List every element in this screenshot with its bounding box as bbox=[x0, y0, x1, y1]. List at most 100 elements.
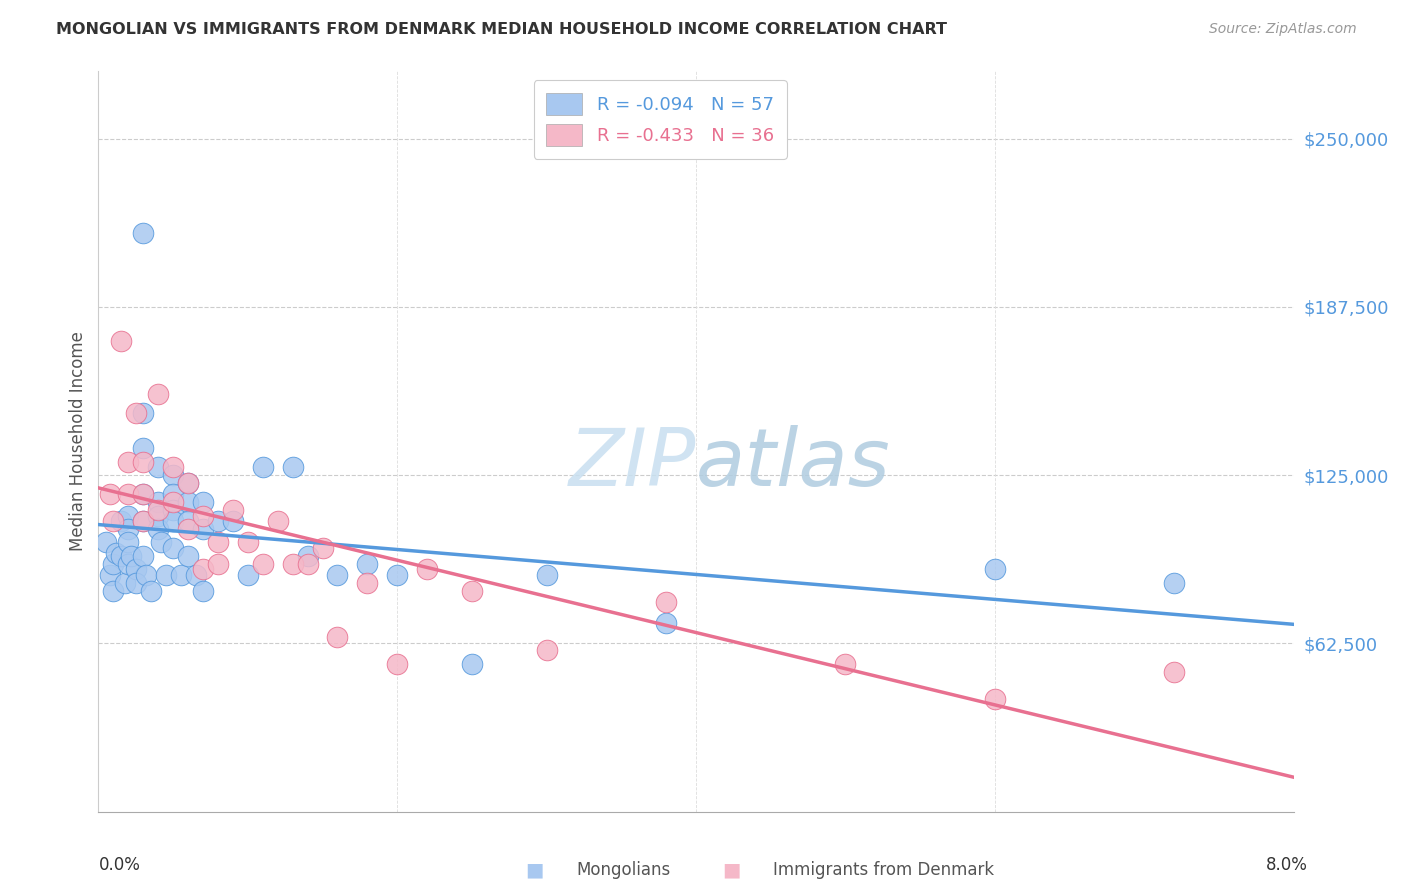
Point bbox=[94, 535, 117, 549]
Point bbox=[311, 541, 333, 555]
Point bbox=[169, 567, 191, 582]
Point bbox=[267, 514, 290, 528]
Point bbox=[236, 535, 259, 549]
Point bbox=[162, 495, 184, 509]
Point bbox=[222, 514, 245, 528]
Point bbox=[103, 557, 125, 571]
Point bbox=[155, 567, 177, 582]
Text: Immigrants from Denmark: Immigrants from Denmark bbox=[773, 861, 994, 879]
Point bbox=[98, 567, 122, 582]
Point bbox=[416, 562, 439, 576]
Point bbox=[120, 549, 142, 563]
Point bbox=[191, 522, 214, 536]
Point bbox=[385, 567, 409, 582]
Point bbox=[110, 549, 132, 563]
Point bbox=[110, 334, 132, 348]
Point bbox=[177, 476, 200, 491]
Text: MONGOLIAN VS IMMIGRANTS FROM DENMARK MEDIAN HOUSEHOLD INCOME CORRELATION CHART: MONGOLIAN VS IMMIGRANTS FROM DENMARK MED… bbox=[56, 22, 948, 37]
Point bbox=[132, 487, 155, 501]
Point bbox=[177, 495, 200, 509]
Point bbox=[356, 575, 378, 590]
Point bbox=[125, 406, 148, 420]
Point bbox=[117, 557, 139, 571]
Point bbox=[177, 549, 200, 563]
Point bbox=[536, 567, 558, 582]
Point bbox=[252, 460, 274, 475]
Point bbox=[162, 541, 184, 555]
Point bbox=[117, 487, 139, 501]
Point bbox=[236, 567, 259, 582]
Point bbox=[162, 514, 184, 528]
Point bbox=[105, 546, 128, 560]
Point bbox=[297, 557, 319, 571]
Point bbox=[385, 657, 409, 671]
Point bbox=[148, 503, 170, 517]
Point bbox=[536, 643, 558, 657]
Legend: R = -0.094   N = 57, R = -0.433   N = 36: R = -0.094 N = 57, R = -0.433 N = 36 bbox=[534, 80, 786, 159]
Point bbox=[162, 487, 184, 501]
Point bbox=[177, 514, 200, 528]
Point bbox=[162, 460, 184, 475]
Point bbox=[98, 487, 122, 501]
Text: atlas: atlas bbox=[696, 425, 891, 503]
Text: Mongolians: Mongolians bbox=[576, 861, 671, 879]
Point bbox=[1163, 575, 1185, 590]
Point bbox=[326, 630, 349, 644]
Point bbox=[191, 508, 214, 523]
Point bbox=[222, 503, 245, 517]
Point bbox=[162, 503, 184, 517]
Point bbox=[132, 442, 155, 456]
Point bbox=[125, 575, 148, 590]
Point bbox=[191, 495, 214, 509]
Text: Source: ZipAtlas.com: Source: ZipAtlas.com bbox=[1209, 22, 1357, 37]
Point bbox=[461, 584, 484, 599]
Text: 8.0%: 8.0% bbox=[1265, 856, 1308, 874]
Point bbox=[148, 508, 170, 523]
Point bbox=[150, 535, 173, 549]
Point bbox=[117, 522, 139, 536]
Point bbox=[162, 468, 184, 483]
Point bbox=[356, 557, 378, 571]
Point bbox=[984, 691, 1007, 706]
Point bbox=[132, 514, 155, 528]
Point bbox=[139, 584, 162, 599]
Point bbox=[191, 584, 214, 599]
Point bbox=[103, 584, 125, 599]
Point bbox=[281, 460, 304, 475]
Point bbox=[207, 535, 229, 549]
Text: ■: ■ bbox=[721, 860, 741, 880]
Point bbox=[184, 567, 207, 582]
Point bbox=[103, 514, 125, 528]
Point bbox=[461, 657, 484, 671]
Point bbox=[117, 455, 139, 469]
Point bbox=[132, 487, 155, 501]
Point bbox=[297, 549, 319, 563]
Point bbox=[207, 557, 229, 571]
Point bbox=[114, 575, 136, 590]
Point bbox=[132, 455, 155, 469]
Point bbox=[125, 562, 148, 576]
Point bbox=[207, 514, 229, 528]
Point bbox=[132, 549, 155, 563]
Point bbox=[252, 557, 274, 571]
Point bbox=[984, 562, 1007, 576]
Point bbox=[655, 616, 678, 631]
Point bbox=[148, 522, 170, 536]
Point bbox=[117, 508, 139, 523]
Point bbox=[132, 514, 155, 528]
Point bbox=[177, 522, 200, 536]
Point bbox=[177, 476, 200, 491]
Point bbox=[191, 562, 214, 576]
Point bbox=[148, 460, 170, 475]
Point bbox=[117, 535, 139, 549]
Y-axis label: Median Household Income: Median Household Income bbox=[69, 332, 87, 551]
Point bbox=[110, 514, 132, 528]
Text: ■: ■ bbox=[524, 860, 544, 880]
Point bbox=[132, 226, 155, 240]
Point bbox=[834, 657, 856, 671]
Point bbox=[135, 567, 157, 582]
Point bbox=[1163, 665, 1185, 679]
Point bbox=[655, 595, 678, 609]
Point bbox=[326, 567, 349, 582]
Text: 0.0%: 0.0% bbox=[98, 856, 141, 874]
